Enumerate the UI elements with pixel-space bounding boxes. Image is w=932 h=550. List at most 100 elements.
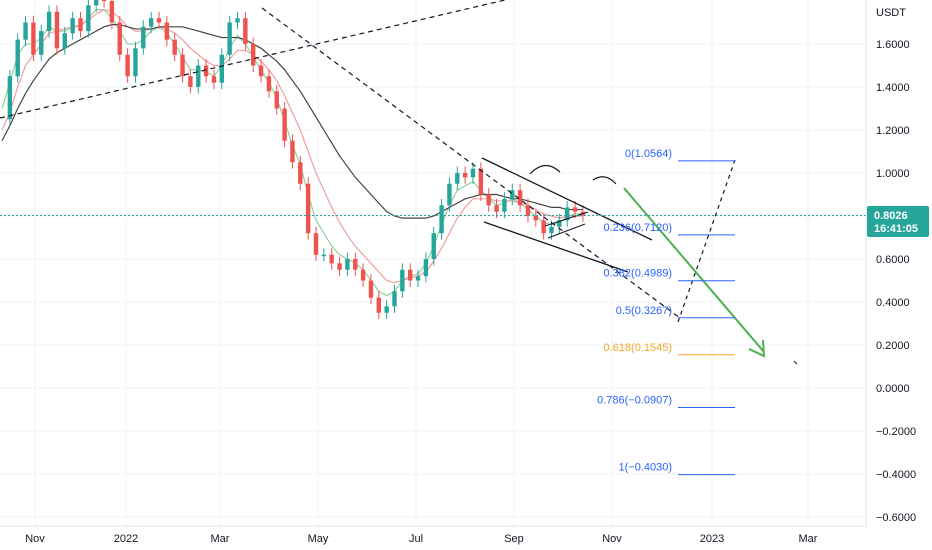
price-tick-label: −0.6000 (876, 512, 916, 524)
flag-line (547, 223, 586, 239)
currency-label: USDT (876, 7, 906, 19)
fib-level-label: 0.786(−0.0907) (597, 395, 672, 407)
candle-body (447, 183, 452, 206)
candle-body (572, 207, 578, 212)
arc-shoulder (529, 164, 561, 175)
candle-body (62, 33, 67, 49)
time-tick-label: Mar (211, 533, 230, 545)
candle-body (156, 18, 162, 23)
candle-body (125, 54, 130, 77)
candle-body (227, 22, 232, 55)
candle-body (219, 54, 224, 83)
projection-dashed-line (677, 159, 736, 323)
candle-body (235, 18, 240, 23)
price-tick-label: 1.4000 (876, 82, 910, 94)
candle-body (188, 76, 193, 87)
candle-body (282, 108, 287, 141)
fib-level-label: 0.5(0.3267) (616, 305, 672, 317)
candle-body (7, 76, 13, 120)
candle-body (258, 65, 264, 77)
arc-shoulder (592, 176, 617, 185)
rising-dashed-trendline (0, 0, 506, 119)
candle-body (517, 190, 523, 206)
price-tick-label: 0.4000 (876, 297, 910, 309)
candle-body (23, 22, 28, 40)
candle-body (415, 276, 421, 281)
candle-body (494, 205, 499, 212)
candle-body (94, 0, 99, 6)
time-tick-label: Jul (409, 533, 423, 545)
candle-body (101, 0, 107, 2)
candle-body (470, 168, 476, 178)
candle-body (486, 194, 491, 206)
candle-body (400, 269, 405, 292)
candle-body (39, 31, 44, 55)
candle-body (172, 39, 177, 55)
flag-line (544, 211, 589, 227)
candle-body (164, 22, 170, 40)
time-tick-label: Mar (799, 533, 818, 545)
price-tick-label: 1.6000 (876, 39, 910, 51)
candle-body (557, 220, 562, 227)
candle-body (211, 76, 217, 83)
candle-body (70, 18, 75, 34)
candle-body (549, 226, 554, 234)
fib-level-label: 0.382(0.4989) (604, 268, 673, 280)
candle-body (345, 259, 350, 270)
time-tick-label: 2022 (114, 533, 138, 545)
price-tick-label: 0.6000 (876, 254, 910, 266)
projection-arrow-shaft (623, 187, 765, 353)
candle-body (243, 18, 248, 44)
price-axis[interactable]: 1.60001.40001.20001.00000.80000.60000.40… (876, 39, 916, 524)
time-tick-label: Nov (25, 533, 45, 545)
candle-body (384, 306, 389, 313)
time-tick-label: 2023 (700, 533, 724, 545)
candle-body (46, 11, 52, 32)
candle-body (408, 269, 413, 281)
wedge-lower-line (483, 221, 629, 273)
candle-body (86, 5, 91, 32)
candle-body (360, 269, 366, 281)
candle-body (180, 54, 185, 77)
candle-body (392, 291, 397, 307)
fib-level-label: 1(−0.4030) (618, 462, 672, 474)
candle-body (541, 220, 546, 234)
moving-average-line-3 (1, 24, 583, 219)
candle-body (196, 65, 201, 87)
candle-body (133, 48, 138, 77)
candle-body (565, 207, 570, 221)
candle-body (305, 183, 311, 234)
trendline-drawings (0, 0, 866, 365)
candle-body (368, 280, 374, 298)
candle-body (266, 76, 272, 92)
last-price-badge-bg (867, 206, 929, 237)
candlesticks (7, 0, 586, 320)
candle-body (431, 233, 436, 259)
projection-arrow-head (748, 339, 766, 358)
candle-body (376, 297, 381, 313)
last-price-badge: 0.8026 16:41:05 (867, 206, 929, 237)
candle-body (290, 140, 295, 163)
time-tick-label: Sep (504, 533, 524, 545)
candle-body (31, 22, 36, 55)
moving-average-line-2 (1, 8, 583, 284)
candle-body (462, 173, 468, 178)
price-tick-label: 0.2000 (876, 340, 910, 352)
fib-level-label: 0.618(0.1545) (604, 342, 673, 354)
time-tick-label: Nov (602, 533, 622, 545)
candle-body (54, 11, 60, 49)
stray-mark (793, 360, 798, 365)
candle-body (502, 198, 507, 212)
fibonacci-retracement: 0(1.0564) 0.236(0.7120) 0.382(0.4989) 0.5(0… (597, 148, 735, 476)
fib-level-label: 0.236(0.7120) (604, 222, 673, 234)
candle-body (455, 173, 460, 184)
time-axis[interactable]: Nov 2022 Mar May Jul Sep Nov 2023 Mar (25, 533, 818, 545)
wedge-upper-line (481, 157, 653, 241)
candle-body (298, 162, 303, 184)
candle-body (141, 26, 146, 49)
candle-body (423, 259, 429, 277)
candle-body (321, 254, 327, 257)
last-price-value: 0.8026 (874, 210, 908, 222)
candle-body (329, 254, 334, 264)
